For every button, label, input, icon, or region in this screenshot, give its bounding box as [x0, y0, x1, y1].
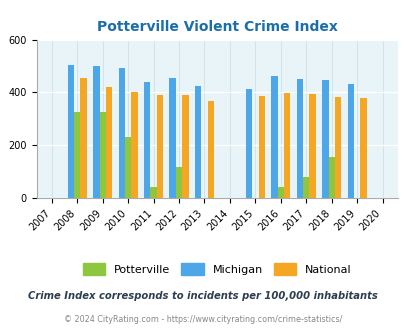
- Bar: [150, 187, 156, 198]
- Bar: [131, 92, 137, 198]
- Bar: [322, 80, 328, 198]
- Bar: [328, 157, 334, 198]
- Bar: [169, 78, 175, 198]
- Bar: [144, 82, 150, 198]
- Bar: [74, 112, 80, 198]
- Bar: [99, 112, 106, 198]
- Bar: [334, 97, 341, 198]
- Bar: [68, 65, 74, 198]
- Bar: [284, 93, 290, 198]
- Bar: [207, 101, 213, 198]
- Bar: [309, 94, 315, 198]
- Bar: [194, 86, 201, 198]
- Title: Potterville Violent Crime Index: Potterville Violent Crime Index: [96, 20, 337, 34]
- Bar: [175, 167, 182, 198]
- Bar: [156, 95, 163, 198]
- Bar: [106, 86, 112, 198]
- Bar: [258, 96, 264, 198]
- Bar: [245, 89, 252, 198]
- Bar: [303, 177, 309, 198]
- Legend: Potterville, Michigan, National: Potterville, Michigan, National: [78, 259, 355, 279]
- Bar: [296, 79, 303, 198]
- Bar: [277, 187, 284, 198]
- Bar: [360, 98, 366, 198]
- Bar: [347, 84, 353, 198]
- Bar: [271, 76, 277, 198]
- Text: © 2024 CityRating.com - https://www.cityrating.com/crime-statistics/: © 2024 CityRating.com - https://www.city…: [64, 315, 341, 324]
- Bar: [93, 66, 99, 198]
- Bar: [118, 68, 125, 198]
- Text: Crime Index corresponds to incidents per 100,000 inhabitants: Crime Index corresponds to incidents per…: [28, 291, 377, 301]
- Bar: [125, 137, 131, 198]
- Bar: [182, 95, 188, 198]
- Bar: [80, 78, 87, 198]
